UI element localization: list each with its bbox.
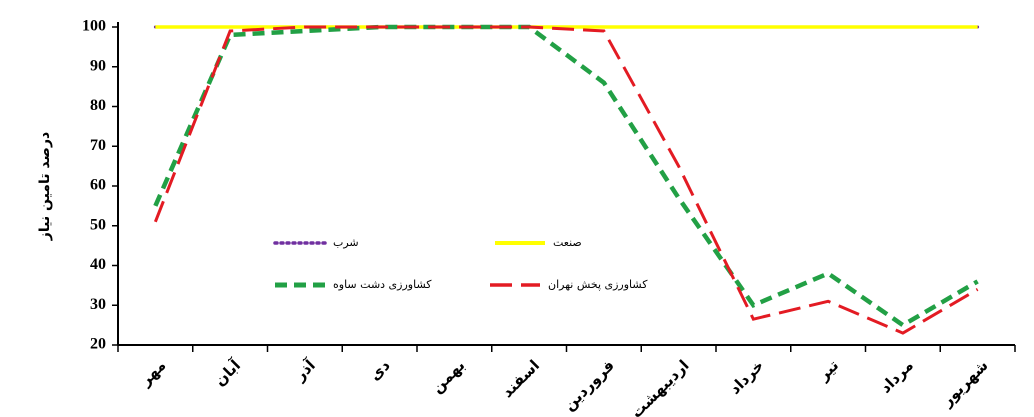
x-tick-label: خرداد <box>726 356 767 397</box>
series-line <box>153 25 979 335</box>
x-tick-label: تیر <box>814 356 842 384</box>
legend-label: صنعت <box>553 236 582 249</box>
y-tick-label: 100 <box>82 18 106 35</box>
x-tick-label: آبان <box>211 356 245 390</box>
y-tick-label: 70 <box>90 137 106 154</box>
x-tick-label: مرداد <box>876 356 916 396</box>
x-tick-label: آذر <box>290 356 319 385</box>
x-tick-label: دی <box>366 356 394 384</box>
x-tick-label: بهمن <box>428 356 468 396</box>
y-tick-label: 50 <box>90 216 106 233</box>
series-line <box>153 24 979 328</box>
x-tick-label: مهر <box>136 356 170 390</box>
y-tick-label: 60 <box>90 177 106 194</box>
x-tick-label: اردیبهشت <box>627 356 692 417</box>
x-tick-label: اسفند <box>498 356 543 401</box>
y-axis-title: درصد تامین نیاز <box>37 132 53 241</box>
x-tick-label: فروردین <box>560 356 618 414</box>
legend-label: کشاورزی پخش نهران <box>548 278 648 291</box>
y-tick-label: 90 <box>90 57 106 74</box>
x-tick-label: شهریور <box>937 356 991 410</box>
y-tick-label: 40 <box>90 256 106 273</box>
legend-label: شرب <box>333 236 359 249</box>
y-tick-label: 80 <box>90 97 106 114</box>
legend-label: کشاورزی دشت ساوه <box>333 278 432 291</box>
y-tick-label: 20 <box>90 336 106 353</box>
y-tick-label: 30 <box>90 296 106 313</box>
